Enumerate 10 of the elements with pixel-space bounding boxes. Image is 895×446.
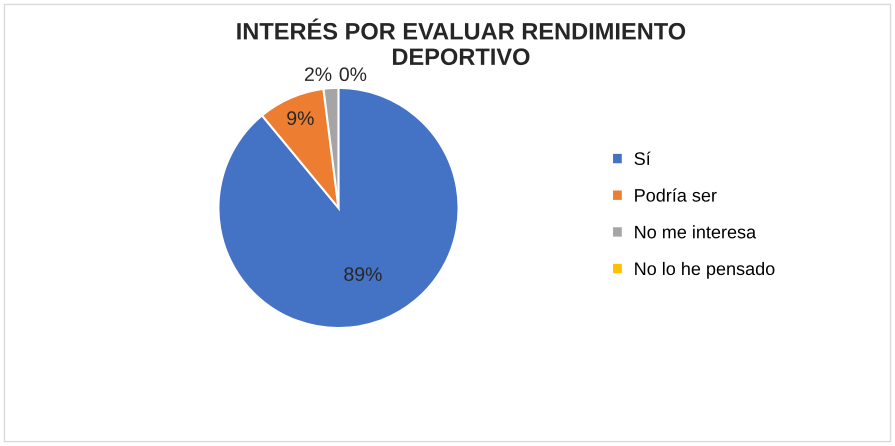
legend-label: Podría ser <box>635 188 717 202</box>
text: 0% <box>340 67 366 82</box>
chart-title: INTERÉS POR EVALUAR RENDIMIENTO DEPORTIVO <box>237 18 686 66</box>
legend-label: No lo he pensado <box>635 262 774 279</box>
data-label: 9% <box>287 111 314 126</box>
pie-slice <box>217 86 460 330</box>
data-label: 2% <box>304 67 332 82</box>
legend-label: Sí <box>634 152 651 166</box>
legend-label: No me interesa <box>635 225 756 238</box>
data-label: 89% <box>344 267 382 282</box>
